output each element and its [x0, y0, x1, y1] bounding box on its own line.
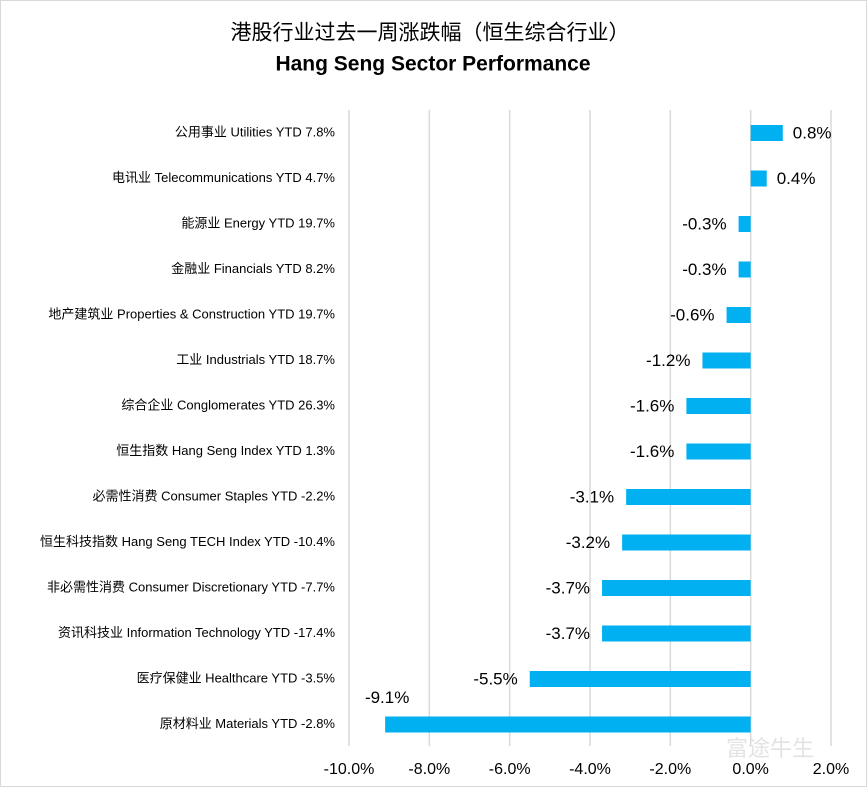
category-label: 电讯业 Telecommunications YTD 4.7% [112, 170, 335, 185]
bar [529, 671, 751, 687]
category-label: 恒生科技指数 Hang Seng TECH Index YTD -10.4% [40, 534, 335, 549]
value-label: -0.3% [682, 260, 726, 279]
chart-subtitle: Hang Seng Sector Performance [275, 53, 590, 76]
x-tick-label: -6.0% [489, 761, 531, 778]
category-label: 能源业 Energy YTD 19.7% [181, 215, 335, 230]
bar [750, 125, 783, 141]
x-tick-label: 2.0% [813, 761, 849, 778]
bar [686, 443, 751, 460]
category-label: 医疗保健业 Healthcare YTD -3.5% [137, 670, 336, 685]
value-label: -3.7% [546, 624, 590, 643]
x-tick-label: 0.0% [732, 761, 768, 778]
value-label: -0.6% [670, 305, 714, 324]
value-label: 0.4% [777, 169, 816, 188]
value-label: -9.1% [365, 688, 409, 707]
category-label: 资讯科技业 Information Technology YTD -17.4% [58, 625, 335, 640]
value-label: -3.7% [546, 578, 590, 597]
category-label: 综合企业 Conglomerates YTD 26.3% [121, 397, 335, 412]
x-tick-label: -4.0% [569, 761, 611, 778]
bar [602, 625, 751, 642]
bar [738, 261, 751, 278]
x-tick-label: -8.0% [408, 761, 450, 778]
bar [750, 170, 767, 187]
category-label: 工业 Industrials YTD 18.7% [176, 352, 335, 367]
value-label: -1.6% [630, 396, 674, 415]
value-label: -0.3% [682, 214, 726, 233]
bar [702, 352, 751, 369]
watermark: 富途牛生 [726, 736, 814, 761]
bar [686, 398, 751, 414]
bar [726, 307, 751, 323]
value-label: 0.8% [793, 123, 832, 142]
bar [738, 216, 751, 232]
chart-title: 港股行业过去一周涨跌幅（恒生综合行业） [231, 22, 630, 45]
category-label: 非必需性消费 Consumer Discretionary YTD -7.7% [47, 579, 335, 594]
value-label: -3.2% [566, 533, 610, 552]
category-label: 必需性消费 Consumer Staples YTD -2.2% [93, 488, 336, 503]
category-label: 原材料业 Materials YTD -2.8% [160, 716, 336, 731]
x-tick-label: -10.0% [324, 761, 375, 778]
bar [626, 489, 751, 505]
category-label: 恒生指数 Hang Seng Index YTD 1.3% [116, 443, 335, 458]
x-tick-label: -2.0% [649, 761, 691, 778]
bar [385, 716, 751, 733]
value-label: -1.2% [646, 351, 690, 370]
value-label: -1.6% [630, 442, 674, 461]
bar [602, 580, 751, 596]
value-label: -3.1% [570, 487, 614, 506]
category-label: 金融业 Financials YTD 8.2% [171, 261, 335, 276]
category-label: 公用事业 Utilities YTD 7.8% [175, 124, 336, 139]
value-label: -5.5% [473, 669, 517, 688]
bar [622, 534, 751, 551]
category-label: 地产建筑业 Properties & Construction YTD 19.7… [48, 306, 335, 321]
